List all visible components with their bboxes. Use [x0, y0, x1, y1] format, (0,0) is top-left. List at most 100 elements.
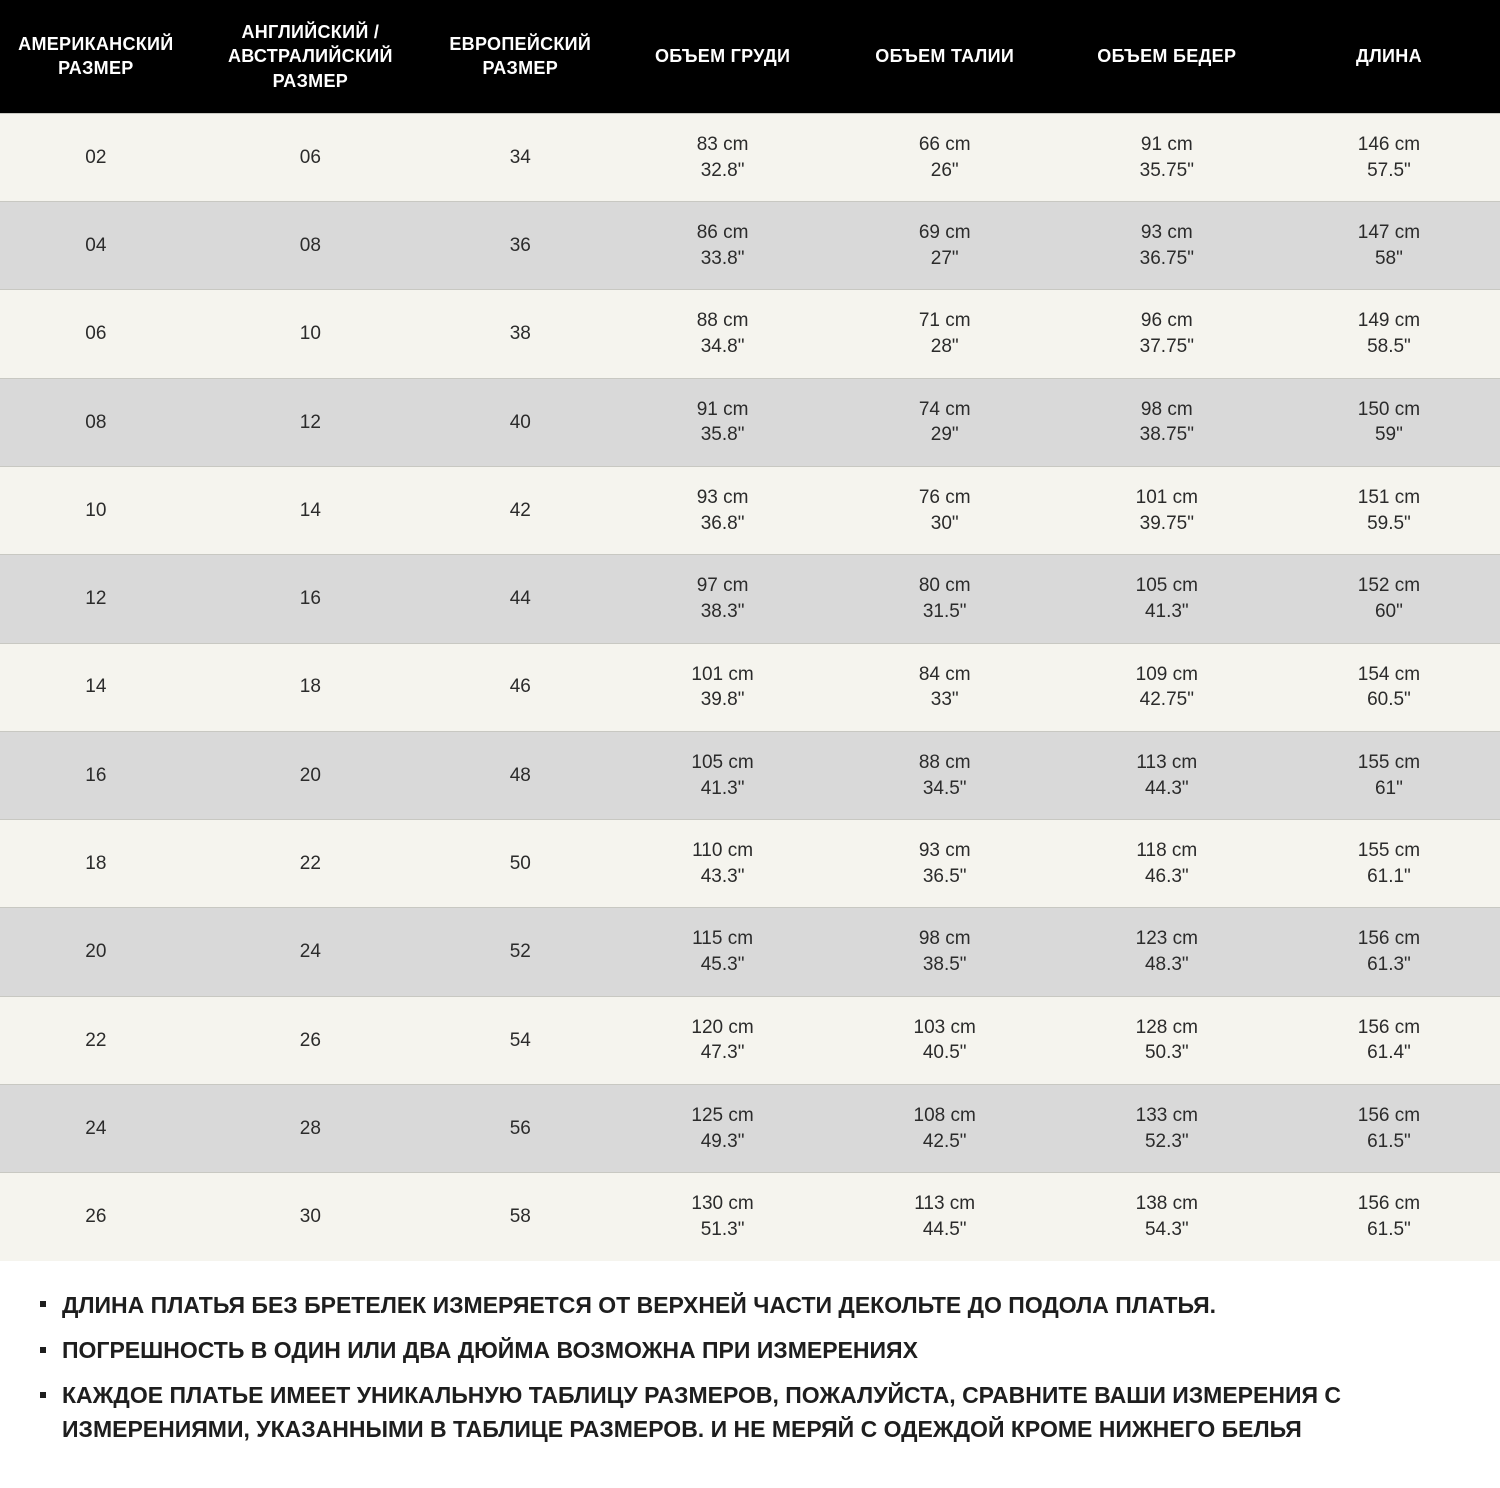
value-in: 44.5": [842, 1217, 1048, 1243]
table-row: 08124091 cm35.8"74 cm29"98 cm38.75"150 c…: [0, 378, 1500, 466]
value-in: 39.75": [1064, 511, 1270, 537]
table-row: 02063483 cm32.8"66 cm26"91 cm35.75"146 c…: [0, 113, 1500, 201]
cell-hips: 105 cm41.3": [1056, 555, 1278, 643]
value-cm: 113 cm: [1064, 750, 1270, 776]
value-in: 41.3": [620, 776, 826, 802]
cell-bust: 83 cm32.8": [612, 113, 834, 201]
value-in: 36.75": [1064, 246, 1270, 272]
cell-eu: 58: [429, 1173, 612, 1261]
cell-len: 151 cm59.5": [1278, 467, 1500, 555]
value-cm: 71 cm: [842, 308, 1048, 334]
value-cm: 108 cm: [842, 1103, 1048, 1129]
value-in: 33.8": [620, 246, 826, 272]
cell-us: 02: [0, 113, 192, 201]
cell-eu: 48: [429, 731, 612, 819]
value-cm: 103 cm: [842, 1015, 1048, 1041]
value-cm: 93 cm: [620, 485, 826, 511]
cell-hips: 128 cm50.3": [1056, 996, 1278, 1084]
cell-bust: 86 cm33.8": [612, 202, 834, 290]
cell-us: 22: [0, 996, 192, 1084]
table-row: 263058130 cm51.3"113 cm44.5"138 cm54.3"1…: [0, 1173, 1500, 1261]
cell-eu: 40: [429, 378, 612, 466]
column-header-hips: ОБЪЕМ БЕДЕР: [1056, 0, 1278, 113]
cell-eu: 34: [429, 113, 612, 201]
cell-us: 24: [0, 1084, 192, 1172]
cell-us: 20: [0, 908, 192, 996]
cell-len: 155 cm61": [1278, 731, 1500, 819]
value-cm: 149 cm: [1286, 308, 1492, 334]
value-cm: 80 cm: [842, 573, 1048, 599]
value-cm: 91 cm: [620, 397, 826, 423]
value-cm: 66 cm: [842, 132, 1048, 158]
value-cm: 151 cm: [1286, 485, 1492, 511]
cell-hips: 118 cm46.3": [1056, 820, 1278, 908]
note-item: ДЛИНА ПЛАТЬЯ БЕЗ БРЕТЕЛЕК ИЗМЕРЯЕТСЯ ОТ …: [40, 1289, 1478, 1322]
value-in: 50.3": [1064, 1040, 1270, 1066]
cell-bust: 115 cm45.3": [612, 908, 834, 996]
cell-hips: 98 cm38.75": [1056, 378, 1278, 466]
value-in: 44.3": [1064, 776, 1270, 802]
cell-waist: 80 cm31.5": [834, 555, 1056, 643]
value-cm: 118 cm: [1064, 838, 1270, 864]
cell-uk: 16: [192, 555, 429, 643]
value-cm: 101 cm: [1064, 485, 1270, 511]
value-cm: 98 cm: [1064, 397, 1270, 423]
value-in: 27": [842, 246, 1048, 272]
value-cm: 113 cm: [842, 1191, 1048, 1217]
cell-hips: 113 cm44.3": [1056, 731, 1278, 819]
value-cm: 154 cm: [1286, 662, 1492, 688]
table-row: 202452115 cm45.3"98 cm38.5"123 cm48.3"15…: [0, 908, 1500, 996]
cell-bust: 93 cm36.8": [612, 467, 834, 555]
cell-hips: 96 cm37.75": [1056, 290, 1278, 378]
value-in: 61.5": [1286, 1217, 1492, 1243]
cell-uk: 26: [192, 996, 429, 1084]
cell-us: 10: [0, 467, 192, 555]
cell-uk: 30: [192, 1173, 429, 1261]
cell-us: 04: [0, 202, 192, 290]
value-in: 58": [1286, 246, 1492, 272]
cell-uk: 06: [192, 113, 429, 201]
value-cm: 156 cm: [1286, 1191, 1492, 1217]
cell-waist: 84 cm33": [834, 643, 1056, 731]
value-cm: 146 cm: [1286, 132, 1492, 158]
table-row: 242856125 cm49.3"108 cm42.5"133 cm52.3"1…: [0, 1084, 1500, 1172]
cell-len: 150 cm59": [1278, 378, 1500, 466]
cell-bust: 88 cm34.8": [612, 290, 834, 378]
table-row: 222654120 cm47.3"103 cm40.5"128 cm50.3"1…: [0, 996, 1500, 1084]
column-header-eu: ЕВРОПЕЙСКИЙРАЗМЕР: [429, 0, 612, 113]
cell-uk: 22: [192, 820, 429, 908]
value-in: 41.3": [1064, 599, 1270, 625]
value-in: 38.75": [1064, 422, 1270, 448]
value-in: 37.75": [1064, 334, 1270, 360]
cell-waist: 93 cm36.5": [834, 820, 1056, 908]
cell-us: 18: [0, 820, 192, 908]
cell-waist: 66 cm26": [834, 113, 1056, 201]
value-in: 61.5": [1286, 1129, 1492, 1155]
value-in: 43.3": [620, 864, 826, 890]
value-in: 35.75": [1064, 158, 1270, 184]
value-cm: 84 cm: [842, 662, 1048, 688]
cell-uk: 10: [192, 290, 429, 378]
cell-hips: 123 cm48.3": [1056, 908, 1278, 996]
cell-len: 155 cm61.1": [1278, 820, 1500, 908]
column-header-bust: ОБЪЕМ ГРУДИ: [612, 0, 834, 113]
value-in: 47.3": [620, 1040, 826, 1066]
value-in: 46.3": [1064, 864, 1270, 890]
value-cm: 120 cm: [620, 1015, 826, 1041]
value-in: 30": [842, 511, 1048, 537]
cell-eu: 36: [429, 202, 612, 290]
cell-us: 08: [0, 378, 192, 466]
value-in: 36.5": [842, 864, 1048, 890]
value-cm: 110 cm: [620, 838, 826, 864]
value-cm: 97 cm: [620, 573, 826, 599]
value-in: 59": [1286, 422, 1492, 448]
value-in: 52.3": [1064, 1129, 1270, 1155]
value-in: 29": [842, 422, 1048, 448]
table-header: АМЕРИКАНСКИЙРАЗМЕРАНГЛИЙСКИЙ /АВСТРАЛИЙС…: [0, 0, 1500, 113]
table-row: 162048105 cm41.3"88 cm34.5"113 cm44.3"15…: [0, 731, 1500, 819]
value-in: 33": [842, 687, 1048, 713]
value-cm: 150 cm: [1286, 397, 1492, 423]
value-in: 34.5": [842, 776, 1048, 802]
value-cm: 101 cm: [620, 662, 826, 688]
cell-us: 12: [0, 555, 192, 643]
